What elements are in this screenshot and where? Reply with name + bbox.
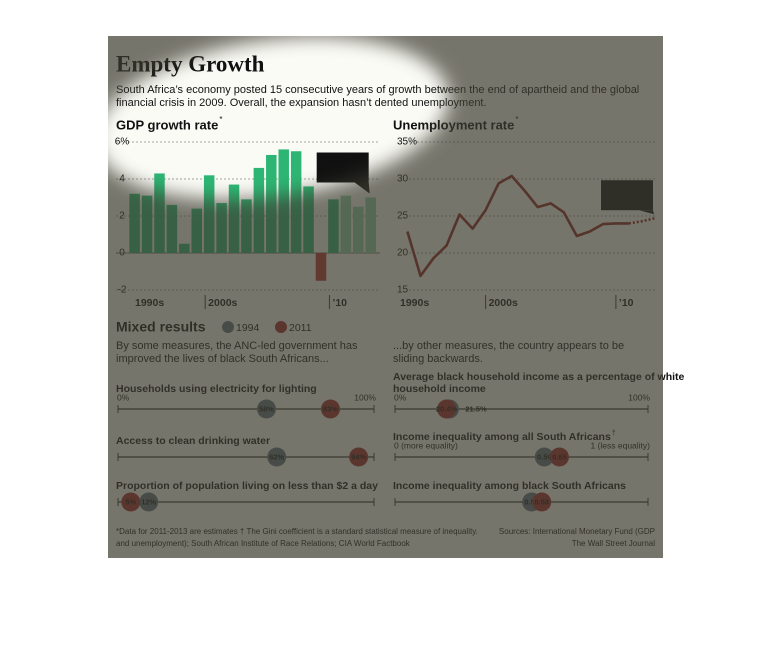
highlight-overlay [108, 36, 663, 558]
